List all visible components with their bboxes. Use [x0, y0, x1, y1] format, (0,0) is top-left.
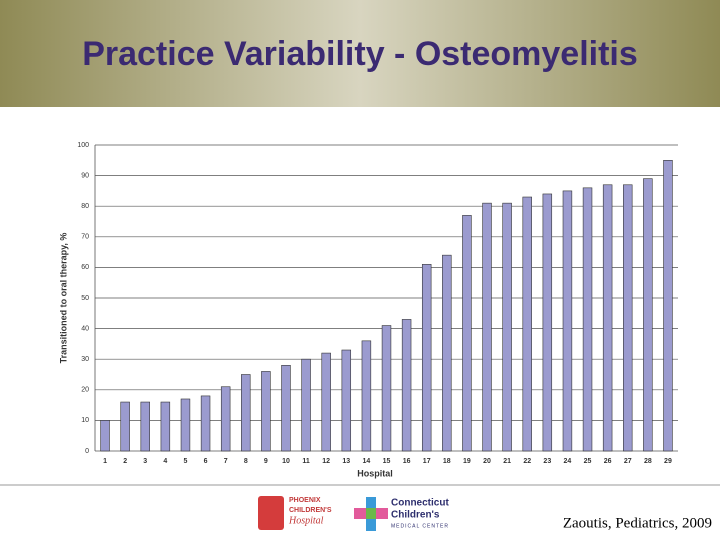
x-tick-label: 8	[244, 458, 248, 465]
logo-text: MEDICAL CENTER	[391, 523, 449, 529]
x-tick-label: 25	[584, 458, 592, 465]
slide-title: Practice Variability - Osteomyelitis	[82, 35, 638, 73]
bar	[220, 386, 231, 452]
bar	[341, 349, 352, 452]
x-tick-label: 24	[564, 458, 572, 465]
bar	[120, 401, 130, 452]
bar	[623, 184, 633, 452]
x-tick-label: 15	[383, 458, 391, 465]
bar	[281, 365, 291, 452]
y-axis-label: Transitioned to oral therapy, %	[58, 233, 68, 364]
logo-icon	[258, 496, 284, 530]
x-tick-label: 20	[483, 458, 491, 465]
logo-text: Connecticut	[391, 498, 449, 509]
bar	[442, 254, 452, 452]
logo-icon	[366, 508, 376, 519]
x-tick-label: 9	[264, 458, 268, 465]
x-tick-label: 22	[523, 458, 531, 465]
bar	[482, 202, 492, 452]
x-tick-label: 23	[543, 458, 551, 465]
logo-text: Children's	[391, 510, 440, 521]
bar	[421, 264, 432, 452]
bar	[241, 374, 251, 452]
bar	[321, 352, 331, 452]
bar	[160, 401, 171, 452]
x-tick-label: 19	[463, 458, 471, 465]
x-tick-label: 18	[443, 458, 451, 465]
bar	[100, 420, 110, 452]
y-tick-label: 70	[81, 234, 89, 241]
y-tick-label: 100	[77, 142, 89, 149]
logo-text: CHILDREN'S	[289, 507, 332, 514]
x-tick-label: 4	[163, 458, 167, 465]
bar	[381, 325, 392, 452]
bar	[602, 184, 613, 452]
logo-connecticut: Connecticut Children's MEDICAL CENTER	[354, 497, 449, 531]
y-tick-label: 10	[81, 417, 89, 424]
bar	[301, 358, 311, 452]
x-tick-label: 2	[123, 458, 127, 465]
y-tick-label: 40	[81, 325, 89, 332]
x-tick-label: 26	[604, 458, 612, 465]
bar	[361, 340, 372, 452]
x-tick-label: 14	[362, 458, 370, 465]
x-tick-label: 13	[342, 458, 350, 465]
y-tick-label: 20	[81, 387, 89, 394]
y-tick-label: 30	[81, 356, 89, 363]
x-tick-label: 10	[282, 458, 290, 465]
x-tick-label: 16	[403, 458, 411, 465]
x-tick-label: 17	[423, 458, 431, 465]
citation: Zaoutis, Pediatrics, 2009	[563, 515, 712, 531]
bar	[582, 187, 593, 452]
bar	[502, 202, 512, 452]
logo-phoenix: PHOENIX CHILDREN'S Hospital	[258, 496, 332, 530]
x-tick-label: 3	[143, 458, 147, 465]
y-tick-label: 0	[85, 448, 89, 455]
x-tick-label: 12	[322, 458, 330, 465]
x-tick-label: 1	[103, 458, 107, 465]
x-tick-label: 21	[503, 458, 511, 465]
bar	[462, 215, 472, 452]
title-bar	[0, 0, 720, 107]
bar	[522, 196, 532, 452]
y-tick-label: 50	[81, 295, 89, 302]
bar	[180, 398, 191, 452]
x-tick-label: 27	[624, 458, 632, 465]
logo-text: PHOENIX	[289, 497, 321, 504]
x-tick-label: 11	[302, 458, 310, 465]
bar	[643, 178, 653, 452]
x-tick-label: 28	[644, 458, 652, 465]
bar	[200, 395, 211, 452]
x-tick-label: 7	[224, 458, 228, 465]
x-axis-label: Hospital	[357, 468, 393, 478]
bar	[401, 319, 412, 452]
bar	[562, 190, 573, 452]
bar	[261, 371, 271, 452]
y-tick-label: 80	[81, 203, 89, 210]
y-tick-label: 60	[81, 264, 89, 271]
bar	[663, 160, 673, 452]
bar	[140, 401, 150, 452]
x-tick-label: 6	[204, 458, 208, 465]
x-tick-label: 29	[664, 458, 672, 465]
bar	[542, 193, 553, 452]
x-tick-label: 5	[184, 458, 188, 465]
y-tick-label: 90	[81, 172, 89, 179]
logo-text: Hospital	[288, 515, 324, 526]
